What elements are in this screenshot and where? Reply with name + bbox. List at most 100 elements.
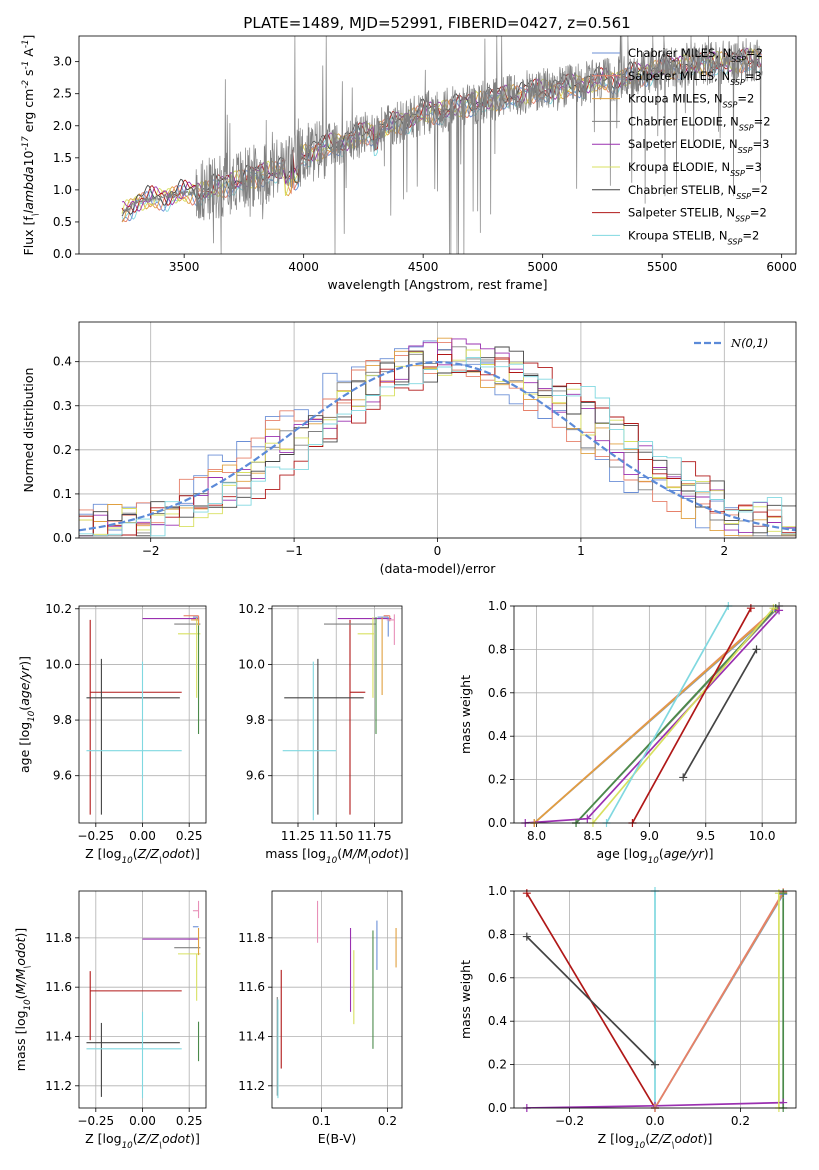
axes-mass_vs_Z: −0.25 0.00 0.25 11.2 11.4 11.6 11.8 Z [log10(Z/… [13, 890, 207, 1151]
x-tick-label: −0.25 [77, 1114, 114, 1128]
data-spectrum [121, 36, 763, 254]
y-axis-label: Flux [f\lambda10-17 erg cm-2 s-1 A-1] [21, 35, 41, 256]
y-axis-label: mass weight [458, 675, 473, 754]
y-tick-label: 0.0 [53, 531, 72, 545]
y-tick-label: 0.1 [53, 487, 72, 501]
y-tick-label: 0.0 [488, 1101, 507, 1115]
legend-label: N(0,1) [730, 336, 768, 350]
histogram-salpeter_stelib [79, 354, 796, 537]
x-tick-label: 0.00 [129, 829, 156, 843]
x-axis-label: Z [log10(Z/Z\odot)] [85, 846, 200, 866]
y-axis-label: mass weight [458, 960, 473, 1039]
y-tick-label: 11.8 [45, 931, 72, 945]
y-tick-label: 0.6 [488, 971, 507, 985]
mass-weight-line-kroupa_elodie [592, 607, 775, 823]
mass-weight-line-kroupa_stelib [605, 606, 730, 823]
axes-frame [78, 890, 207, 1109]
x-tick-label: −0.2 [555, 1114, 584, 1128]
legend-residuals: N(0,1) [694, 336, 768, 350]
y-tick-label: 11.6 [238, 980, 265, 994]
x-tick-label: 3500 [169, 260, 200, 274]
x-tick-label: 8.5 [583, 829, 602, 843]
x-tick-label: 0.25 [176, 1114, 203, 1128]
histogram-salpeter_elodie [79, 338, 796, 537]
marker-salpeter_stelib [522, 889, 531, 898]
y-tick-label: 0.6 [488, 686, 507, 700]
histogram-kroupa_elodie [79, 349, 796, 535]
y-tick-label: 9.6 [246, 769, 265, 783]
axes-residuals: −2 −1 0 1 2 0.0 0.1 0.2 0.3 0.4 (data-model)/error… [21, 321, 797, 576]
x-tick-label: 2 [720, 544, 728, 558]
x-tick-label: 11.25 [281, 829, 315, 843]
y-axis-label: mass [log10(M/M\odot)] [13, 928, 33, 1071]
marker-chabrier_stelib [651, 1060, 659, 1069]
y-tick-label: 0.2 [53, 443, 72, 457]
y-axis-label: Normed distribution [21, 368, 36, 493]
plot-area-massweight_vs_Z [526, 891, 785, 1108]
axes-massweight_vs_Z: −0.2 0.0 0.2 0.0 0.2 0.4 0.6 0.8 1.0 Z [log10(Z/Z… [458, 884, 797, 1151]
x-tick-label: 5500 [647, 260, 678, 274]
y-tick-label: 11.8 [238, 931, 265, 945]
mass-weight-line-chabrier_stelib [682, 648, 758, 778]
axes-massweight_vs_age: 8.0 8.5 9.0 9.5 10.0 0.0 0.2 0.4 0.6 0.8 1.0 age [l… [458, 599, 797, 866]
plot-area-age_vs_mass [282, 614, 395, 821]
y-tick-label: 11.2 [238, 1079, 265, 1093]
marker-salpeter_stelib [746, 604, 755, 613]
x-tick-label: 0.25 [176, 829, 203, 843]
y-tick-label: 0.3 [53, 399, 72, 413]
x-axis-label: Z [log10(Z/Z\odot)] [85, 1131, 200, 1151]
plot-area-age_vs_Z [86, 615, 201, 821]
axes-frame [513, 605, 797, 824]
x-tick-label: 4500 [408, 260, 439, 274]
x-axis-label: Z [log10(Z/Z\odot)] [598, 1131, 713, 1151]
x-axis-label: age [log10(age/yr)] [596, 846, 713, 866]
x-tick-label: 5000 [527, 260, 558, 274]
mass-weight-line-kroupa_miles [533, 608, 777, 823]
x-tick-label: 10.0 [749, 829, 776, 843]
mass-weight-line-salpeter_miles [654, 891, 784, 1108]
marker-extra_green [779, 889, 788, 898]
marker-chabrier_stelib [522, 932, 531, 941]
x-tick-label: 9.5 [696, 829, 715, 843]
axes-frame [78, 35, 797, 255]
legend-label: Chabrier STELIB, NSSP=2 [628, 183, 768, 201]
x-tick-label: −0.25 [77, 829, 114, 843]
y-tick-label: 1.0 [488, 884, 507, 898]
x-tick-label: 0.2 [378, 1114, 397, 1128]
y-tick-label: 0.8 [488, 642, 507, 656]
plot-area-mass_vs_EBV [276, 900, 397, 1099]
y-tick-label: 2.0 [53, 119, 72, 133]
axes-frame [78, 321, 797, 539]
x-axis-label: mass [log10(M/M\odot)] [265, 846, 408, 866]
axes-mass_vs_EBV: 0.1 0.2 11.2 11.4 11.6 11.8 E(B-V) [238, 890, 403, 1146]
y-axis-label: age [log10(age/yr)] [17, 656, 37, 773]
plot-area-mass_vs_Z [86, 900, 201, 1099]
mass-weight-line-salpeter_stelib [631, 607, 752, 823]
y-tick-label: 9.6 [53, 769, 72, 783]
x-tick-label: 4000 [288, 260, 319, 274]
y-tick-label: 2.5 [53, 87, 72, 101]
legend-label: Kroupa STELIB, NSSP=2 [628, 228, 759, 246]
y-tick-label: 0.4 [488, 729, 507, 743]
y-tick-label: 1.5 [53, 151, 72, 165]
plot-area-residuals [79, 337, 796, 537]
y-tick-label: 11.2 [45, 1079, 72, 1093]
y-tick-label: 0.0 [488, 816, 507, 830]
legend-label: Chabrier MILES, NSSP=2 [628, 46, 763, 64]
y-tick-label: 0.5 [53, 215, 72, 229]
y-tick-label: 9.8 [246, 713, 265, 727]
legend-label: Kroupa ELODIE, NSSP=3 [628, 160, 762, 178]
legend-label: Salpeter ELODIE, NSSP=3 [628, 137, 769, 155]
x-tick-label: −2 [142, 544, 160, 558]
y-tick-label: 1.0 [53, 183, 72, 197]
y-tick-label: 10.2 [238, 602, 265, 616]
x-tick-label: 11.75 [357, 829, 391, 843]
mass-weight-line-chabrier_stelib [526, 935, 656, 1066]
axes-frame [271, 605, 403, 824]
axes-frame [271, 890, 403, 1109]
normal-curve [79, 360, 796, 532]
y-tick-label: 0.2 [488, 773, 507, 787]
y-tick-label: 10.0 [45, 657, 72, 671]
legend-label: Salpeter STELIB, NSSP=2 [628, 206, 767, 224]
